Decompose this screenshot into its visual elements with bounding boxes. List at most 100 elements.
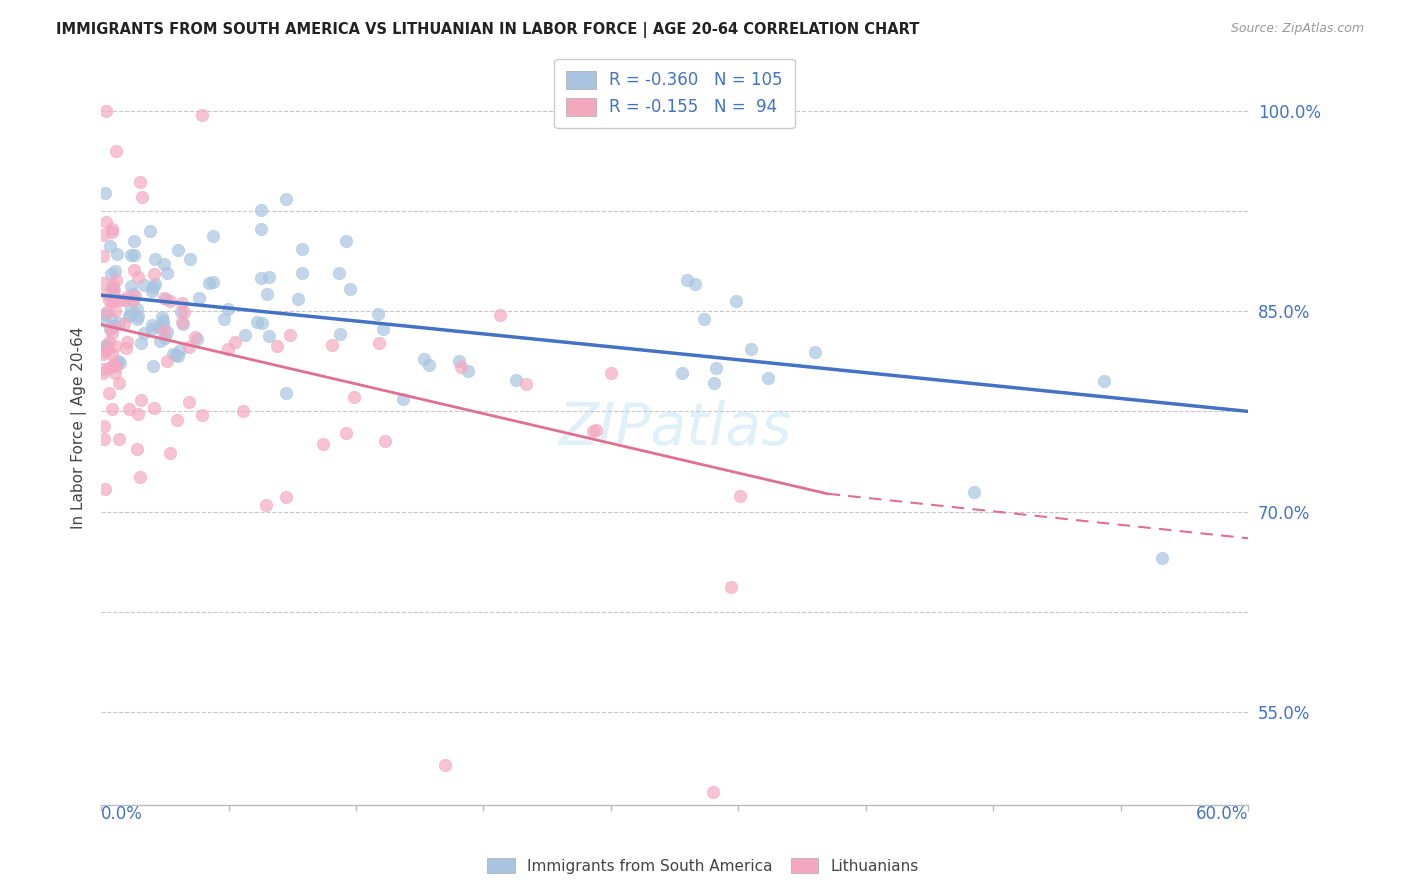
Text: 0.0%: 0.0% (101, 805, 143, 823)
Point (110, 293, 132, 307)
Point (100, 326, 122, 340)
Point (98, 361, 121, 376)
Legend: Immigrants from South America, Lithuanians: Immigrants from South America, Lithuania… (481, 852, 925, 880)
Point (101, 358, 124, 372)
Point (152, 314, 174, 328)
Point (276, 192, 298, 206)
Point (159, 446, 181, 460)
Point (150, 310, 173, 324)
Point (191, 107, 214, 121)
Point (257, 269, 280, 284)
Point (91, 347, 114, 361)
Point (250, 222, 273, 236)
Point (131, 190, 153, 204)
Point (122, 262, 145, 277)
Point (104, 272, 127, 286)
Point (122, 248, 145, 262)
Point (94, 314, 117, 328)
Text: Source: ZipAtlas.com: Source: ZipAtlas.com (1230, 22, 1364, 36)
Point (724, 293, 747, 308)
Point (127, 312, 149, 326)
Point (94, 482, 117, 496)
Point (1150, 551, 1173, 566)
Point (804, 345, 827, 359)
Point (166, 413, 188, 427)
Point (104, 263, 127, 277)
Point (418, 358, 440, 372)
Point (108, 356, 131, 370)
Text: 60.0%: 60.0% (1195, 805, 1249, 823)
Point (191, 408, 214, 422)
Point (198, 276, 221, 290)
Point (339, 282, 361, 296)
Point (169, 343, 191, 357)
Point (120, 278, 142, 293)
Point (103, 318, 125, 333)
Point (224, 335, 246, 350)
Point (232, 404, 254, 418)
Point (127, 408, 149, 422)
Point (114, 293, 136, 308)
Point (129, 469, 152, 483)
Point (100, 320, 122, 334)
Point (201, 276, 224, 290)
Point (129, 175, 152, 189)
Point (683, 277, 706, 291)
Point (173, 305, 195, 319)
Point (115, 334, 138, 349)
Point (96, 103, 118, 118)
Point (101, 226, 124, 240)
Point (167, 349, 190, 363)
Point (101, 347, 124, 361)
Point (179, 252, 201, 267)
Point (100, 311, 122, 326)
Point (96, 287, 118, 301)
Point (101, 294, 124, 309)
Point (276, 386, 298, 401)
Point (104, 303, 127, 318)
Point (212, 311, 235, 326)
Point (152, 257, 174, 271)
Point (104, 366, 127, 380)
Point (450, 359, 472, 374)
Point (142, 359, 165, 373)
Point (93, 433, 115, 447)
Point (159, 293, 181, 308)
Point (434, 758, 457, 772)
Point (321, 338, 343, 352)
Point (156, 267, 179, 281)
Point (177, 340, 200, 354)
Point (312, 436, 335, 450)
Point (172, 315, 194, 329)
Point (152, 318, 174, 333)
Point (413, 351, 436, 366)
Point (96, 340, 118, 354)
Point (97, 343, 120, 357)
Point (93, 418, 115, 433)
Point (457, 363, 479, 377)
Point (101, 280, 124, 294)
Point (115, 342, 138, 356)
Point (373, 322, 395, 336)
Point (704, 361, 727, 376)
Point (374, 434, 396, 448)
Text: ZIPatlas: ZIPatlas (558, 400, 792, 457)
Point (250, 316, 273, 330)
Point (108, 432, 131, 446)
Point (101, 222, 124, 236)
Point (274, 490, 297, 504)
Point (291, 266, 314, 280)
Point (143, 277, 166, 291)
Point (172, 318, 194, 332)
Point (93, 249, 115, 263)
Point (167, 244, 190, 258)
Point (254, 499, 277, 513)
Point (94, 340, 117, 354)
Point (328, 266, 350, 280)
Point (91, 366, 114, 380)
Point (585, 423, 607, 437)
Point (702, 785, 724, 799)
Point (108, 376, 131, 390)
Point (115, 290, 138, 304)
Point (141, 285, 163, 299)
